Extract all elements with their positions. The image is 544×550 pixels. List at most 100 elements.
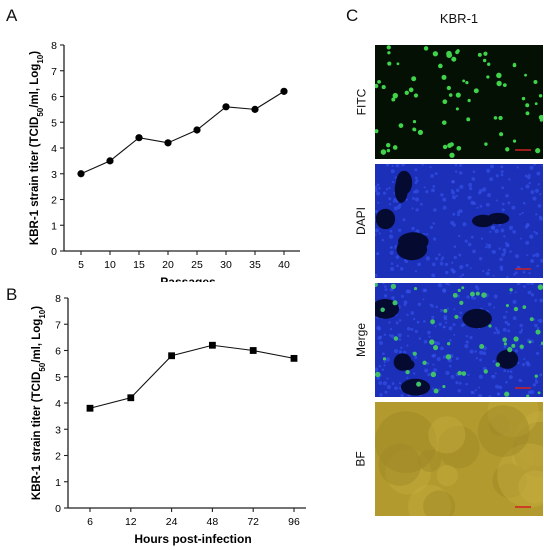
fluorescent-cell (375, 283, 378, 288)
nucleus-speckle (534, 323, 538, 328)
nucleus-speckle (466, 295, 470, 299)
fluorescent-cell (457, 288, 461, 292)
panel-letter-c: C (346, 6, 359, 25)
nucleus-speckle (505, 194, 509, 198)
fluorescent-cell (486, 75, 490, 79)
nucleus-speckle (390, 262, 394, 265)
nucleus-speckle (533, 164, 536, 166)
nucleus-speckle (534, 380, 539, 384)
nucleus-speckle (502, 248, 507, 252)
nucleus-speckle (434, 325, 437, 328)
nucleus-speckle (445, 370, 450, 375)
nucleus-speckle (431, 354, 435, 358)
chart-a-passages: 0 1 2 3 4 5 6 7 8 5 10 15 20 25 30 35 40 Passages KBR-1 st… (29, 40, 300, 282)
nucleus-speckle (473, 297, 476, 300)
fluorescent-cell (537, 391, 541, 395)
nucleus-speckle (479, 358, 482, 362)
fluorescent-cell (408, 87, 414, 93)
nucleus-speckle (506, 322, 511, 326)
fluorescent-cell (386, 45, 391, 50)
data-point (290, 354, 298, 362)
nucleus-speckle (429, 166, 432, 169)
fluorescent-cell (385, 142, 391, 148)
nucleus-speckle (388, 321, 391, 324)
nucleus-speckle (414, 329, 418, 334)
fluorescent-cell (469, 291, 475, 297)
fluorescent-cell (479, 343, 485, 349)
nucleus-speckle (386, 377, 389, 380)
nucleus-speckle (379, 340, 384, 345)
data-point (222, 103, 230, 111)
nucleus-speckle (431, 315, 435, 319)
x-tick-label: 48 (207, 516, 219, 528)
nucleus-speckle (495, 199, 498, 202)
nucleus-speckle (389, 327, 393, 331)
fluorescent-cell (433, 388, 439, 394)
fluorescent-cell (487, 62, 491, 66)
x-tick-label: 24 (166, 516, 178, 528)
nucleus-speckle (481, 269, 485, 273)
nucleus-speckle (435, 305, 438, 309)
data-point (280, 87, 288, 95)
nucleus-speckle (383, 360, 387, 364)
nucleus-speckle (469, 336, 473, 340)
nucleus-speckle (498, 247, 502, 250)
data-point (251, 105, 259, 113)
nucleus-speckle (376, 191, 381, 196)
nucleus-speckle (471, 177, 476, 181)
nucleus-speckle (444, 321, 448, 324)
nucleus-speckle (375, 228, 379, 233)
fluorescent-cell (461, 286, 465, 290)
nucleus-speckle (516, 166, 519, 169)
nucleus-speckle (496, 392, 501, 396)
nucleus-speckle (379, 393, 383, 397)
nucleus-speckle (489, 164, 495, 169)
fluorescent-cell (455, 50, 459, 55)
nucleus-speckle (445, 270, 449, 275)
fluorescent-cell (446, 85, 451, 91)
nucleus-speckle (382, 283, 385, 285)
nucleus-speckle (398, 350, 403, 354)
nucleus-speckle (500, 228, 505, 233)
nucleus-speckle (431, 188, 435, 193)
nucleus-speckle (454, 164, 458, 167)
fluorescent-cell (449, 152, 455, 158)
nucleus-speckle (417, 262, 421, 267)
nucleus-speckle (519, 237, 522, 240)
fluorescent-cell (481, 292, 487, 298)
nucleus-speckle (437, 283, 443, 288)
fluorescent-cell (416, 381, 422, 387)
nucleus-speckle (381, 238, 385, 242)
nucleus-speckle (455, 356, 459, 361)
nucleus-speckle (501, 208, 505, 212)
nucleus-speckle (388, 334, 392, 337)
fluorescent-cell (448, 93, 453, 97)
nucleus-speckle (540, 258, 543, 263)
nucleus-speckle (492, 274, 495, 277)
nucleus-speckle (539, 193, 542, 196)
y-axis-label: KBR-1 strain titer (TCID50/ml, Log10) (31, 306, 47, 500)
nucleus-speckle (394, 386, 398, 391)
nucleus-speckle (432, 222, 436, 225)
nucleus-speckle (398, 203, 402, 207)
nucleus-speckle (388, 186, 391, 190)
series-line (89, 344, 295, 409)
nucleus-speckle (405, 198, 408, 201)
nucleus-speckle (458, 209, 463, 214)
cell-texture (518, 470, 543, 504)
y-axis-label: KBR-1 strain titer (TCID50/ml, Log10) (29, 51, 45, 245)
nucleus-speckle (442, 355, 447, 359)
fluorescent-cell (521, 96, 526, 101)
x-tick-label: 35 (249, 259, 261, 271)
nucleus-speckle (450, 374, 455, 379)
nucleus-speckle (478, 386, 481, 389)
nucleus-speckle (522, 201, 526, 205)
nucleus-speckle (398, 338, 402, 341)
nucleus-speckle (431, 262, 436, 267)
nucleus-speckle (514, 271, 518, 275)
x-tick-label: 20 (162, 259, 174, 271)
micrograph-fitc (375, 45, 543, 159)
nucleus-speckle (505, 310, 508, 314)
nucleus-speckle (514, 291, 517, 294)
nucleus-speckle (450, 268, 455, 272)
